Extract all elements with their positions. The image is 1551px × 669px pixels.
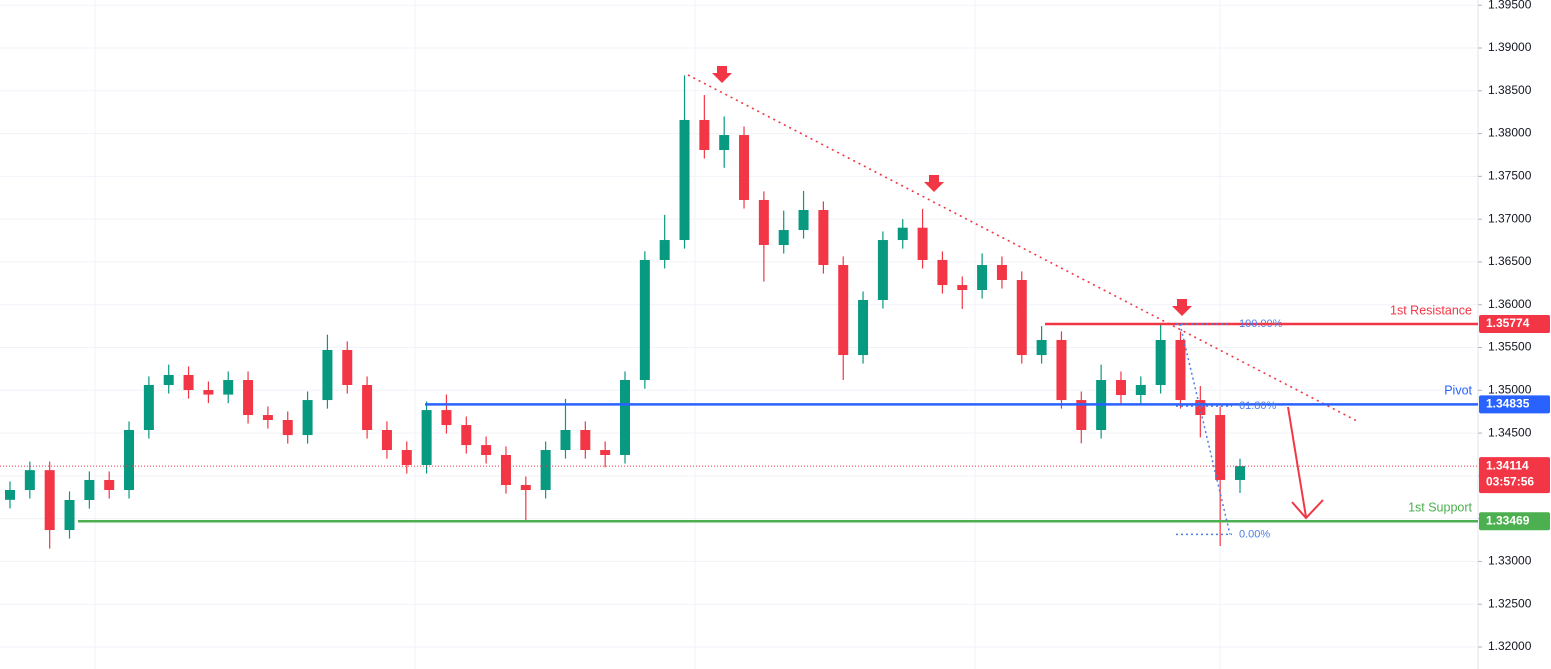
candle-body bbox=[679, 119, 690, 241]
last-price-label: 1.34114 bbox=[1486, 458, 1529, 472]
candle-body bbox=[699, 119, 710, 151]
candle-body bbox=[957, 285, 968, 291]
candle-body bbox=[798, 209, 809, 231]
y-tick-label: 1.38500 bbox=[1488, 83, 1532, 97]
down-arrow-marker bbox=[1172, 299, 1192, 316]
candle-body bbox=[24, 470, 35, 490]
y-tick-label: 1.39000 bbox=[1488, 40, 1532, 54]
candle-body bbox=[183, 374, 194, 391]
candle-body bbox=[262, 415, 273, 420]
y-tick-label: 1.32500 bbox=[1488, 596, 1532, 610]
candle-body bbox=[124, 429, 135, 490]
candle-body bbox=[203, 390, 214, 395]
candle-body bbox=[520, 485, 531, 490]
down-arrow-marker bbox=[924, 175, 944, 192]
candle-body bbox=[1076, 400, 1087, 430]
candle-body bbox=[64, 499, 75, 531]
y-tick-label: 1.37000 bbox=[1488, 211, 1532, 225]
candle-body bbox=[1115, 380, 1126, 395]
candle-body bbox=[342, 349, 353, 385]
y-tick-label: 1.35500 bbox=[1488, 340, 1532, 354]
y-tick-label: 1.36500 bbox=[1488, 254, 1532, 268]
candle-body bbox=[500, 454, 511, 486]
candle-body bbox=[1155, 339, 1166, 385]
candle-body bbox=[461, 425, 472, 446]
candle-body bbox=[719, 135, 730, 151]
candle-body bbox=[84, 479, 95, 500]
candle-body bbox=[243, 380, 254, 416]
level-name: 1st Support bbox=[1408, 501, 1472, 515]
y-tick-label: 1.36000 bbox=[1488, 297, 1532, 311]
candle-body bbox=[481, 445, 492, 455]
down-arrow-marker bbox=[712, 66, 732, 83]
y-tick-label: 1.39500 bbox=[1488, 0, 1532, 11]
candle-body bbox=[996, 265, 1007, 280]
candle-body bbox=[401, 450, 412, 465]
candle-body bbox=[639, 259, 650, 381]
candle-body bbox=[818, 209, 829, 266]
candle-body bbox=[778, 230, 789, 245]
candle-body bbox=[560, 429, 571, 451]
candle-body bbox=[580, 429, 591, 451]
y-tick-label: 1.37500 bbox=[1488, 169, 1532, 183]
candle-body bbox=[44, 470, 55, 531]
price-tag bbox=[1479, 315, 1550, 334]
candle-body bbox=[540, 450, 551, 490]
fib-diagonal bbox=[1179, 323, 1231, 535]
price-tag-label: 1.33469 bbox=[1486, 513, 1530, 527]
trend-line bbox=[687, 74, 1358, 422]
last-price-tag bbox=[1479, 457, 1550, 494]
candle-body bbox=[282, 419, 293, 436]
candle-body bbox=[739, 135, 750, 200]
y-tick-label: 1.32000 bbox=[1488, 639, 1532, 653]
candle-body bbox=[897, 227, 908, 241]
candle-body bbox=[163, 374, 174, 385]
candle-body bbox=[838, 265, 849, 356]
candle-body bbox=[877, 240, 888, 301]
countdown-label: 03:57:56 bbox=[1486, 474, 1534, 488]
candle-body bbox=[381, 429, 392, 451]
price-tag bbox=[1479, 512, 1550, 531]
candle-body bbox=[977, 265, 988, 291]
fib-label: 61.80% bbox=[1239, 400, 1277, 412]
candle-body bbox=[1215, 415, 1226, 480]
y-tick-label: 1.33000 bbox=[1488, 554, 1532, 568]
price-tag-label: 1.34835 bbox=[1486, 397, 1530, 411]
price-tag-label: 1.35774 bbox=[1486, 316, 1530, 330]
candle-body bbox=[758, 199, 769, 245]
candle-body bbox=[143, 384, 154, 430]
candle-body bbox=[322, 349, 333, 401]
level-name: 1st Resistance bbox=[1390, 303, 1472, 317]
candle-body bbox=[421, 410, 432, 465]
candle-body bbox=[659, 240, 670, 260]
candle-body bbox=[620, 380, 630, 455]
candle-body bbox=[1135, 384, 1146, 395]
price-tag bbox=[1479, 395, 1550, 414]
candle-body bbox=[223, 380, 234, 395]
candle-body bbox=[1016, 279, 1027, 356]
candle-body bbox=[1056, 339, 1067, 401]
y-tick-label: 1.38000 bbox=[1488, 126, 1532, 140]
candle-body bbox=[858, 300, 869, 356]
level-name: Pivot bbox=[1444, 384, 1472, 398]
y-tick-label: 1.35000 bbox=[1488, 382, 1532, 396]
candle-body bbox=[917, 227, 928, 260]
candle-body bbox=[362, 384, 373, 430]
candle-body bbox=[5, 489, 15, 500]
projection-arrow bbox=[1287, 406, 1324, 520]
candle-body bbox=[1036, 339, 1047, 356]
candle-body bbox=[441, 410, 452, 426]
candle-body bbox=[302, 400, 313, 436]
vertical-grid bbox=[94, 0, 1221, 669]
candle-body bbox=[600, 450, 611, 455]
candle-body bbox=[937, 259, 948, 286]
fib-label: 100.00% bbox=[1239, 318, 1283, 330]
fib-label: 0.00% bbox=[1239, 528, 1270, 540]
y-tick-label: 1.34500 bbox=[1488, 425, 1532, 439]
candle-body bbox=[104, 479, 115, 490]
candle-body bbox=[1175, 339, 1186, 401]
candle-body bbox=[1235, 466, 1245, 480]
